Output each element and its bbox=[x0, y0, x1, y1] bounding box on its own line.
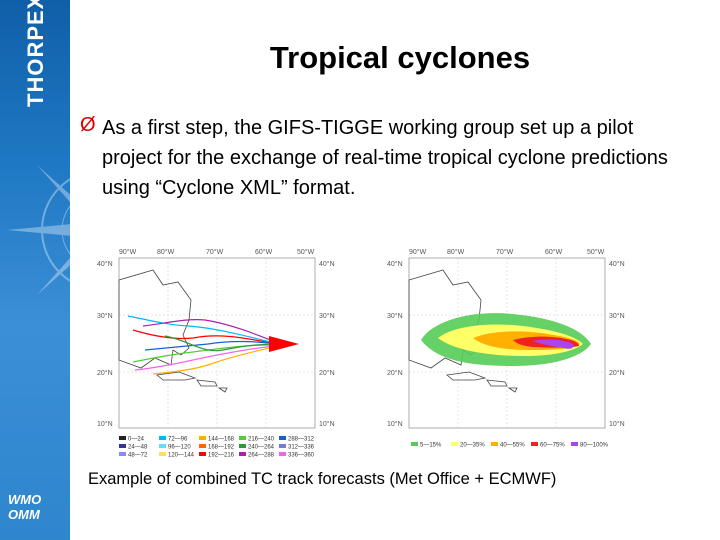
right-legend-label: 60—75% bbox=[540, 443, 565, 449]
left-legend-swatch bbox=[239, 452, 246, 456]
left-map-track-origin bbox=[269, 336, 299, 352]
left-legend-swatch bbox=[119, 444, 126, 448]
left-legend-label: 96—120 bbox=[168, 445, 191, 451]
arrow-bullet-icon: Ø bbox=[80, 114, 96, 136]
track-line bbox=[144, 340, 284, 351]
right-legend-swatch bbox=[531, 442, 538, 446]
right-legend-label: 80—100% bbox=[580, 443, 609, 449]
left-map-lon-label: 60°W bbox=[255, 248, 273, 256]
left-map-lat-label: 20°N bbox=[319, 369, 335, 377]
right-legend-swatch bbox=[571, 442, 578, 446]
bullet-text: As a first step, the GIFS-TIGGE working … bbox=[102, 117, 668, 199]
track-line bbox=[127, 315, 284, 346]
right-legend-swatch bbox=[451, 442, 458, 446]
bullet-item: Ø As a first step, the GIFS-TIGGE workin… bbox=[80, 113, 690, 203]
left-legend-swatch bbox=[159, 444, 166, 448]
sidebar-banner: THORPEX WMO OMM bbox=[0, 0, 70, 540]
right-map-lat-label: 10°N bbox=[387, 420, 403, 428]
left-legend-swatch bbox=[199, 444, 206, 448]
left-legend-label: 240—264 bbox=[248, 445, 275, 451]
right-map-lat-label: 20°N bbox=[387, 369, 403, 377]
left-legend-swatch bbox=[239, 444, 246, 448]
left-map-lat-label: 10°N bbox=[319, 420, 335, 428]
left-legend-swatch bbox=[239, 436, 246, 440]
left-legend-label: 264—288 bbox=[248, 453, 275, 459]
right-map-lon-label: 90°W bbox=[409, 248, 427, 256]
left-legend-swatch bbox=[159, 452, 166, 456]
left-map-lon-label: 50°W bbox=[297, 248, 315, 256]
left-legend-swatch bbox=[159, 436, 166, 440]
left-map-islands bbox=[156, 371, 228, 393]
left-legend-label: 192—216 bbox=[208, 453, 235, 459]
left-legend-label: 288—312 bbox=[288, 437, 315, 443]
wmo-logo-line1: WMO bbox=[8, 492, 42, 507]
right-map-lon-label: 70°W bbox=[496, 248, 514, 256]
left-map-coastline bbox=[118, 269, 192, 369]
left-map-lat-label: 10°N bbox=[97, 420, 113, 428]
figure-caption: Example of combined TC track forecasts (… bbox=[88, 470, 557, 488]
right-map-lat-label: 20°N bbox=[609, 369, 625, 377]
left-legend-label: 72—96 bbox=[168, 437, 188, 443]
right-map-lon-label: 80°W bbox=[447, 248, 465, 256]
right-map-lat-label: 10°N bbox=[609, 420, 625, 428]
compass-rose-icon bbox=[7, 165, 70, 295]
right-map-legend: 5—15% 20—35% 40—55% 60—75% 80—100% bbox=[411, 442, 609, 449]
left-map-lat-label: 40°N bbox=[319, 260, 335, 268]
track-line bbox=[142, 319, 284, 346]
strike-probability-shading bbox=[421, 313, 591, 366]
right-map: 90°W 80°W 70°W 60°W 50°W 40°N 30°N 20°N … bbox=[387, 248, 625, 429]
wmo-logo: WMO OMM bbox=[8, 492, 41, 522]
left-map-lat-label: 30°N bbox=[319, 312, 335, 320]
right-legend-swatch bbox=[491, 442, 498, 446]
left-map-lat-label: 40°N bbox=[97, 260, 113, 268]
left-map-lat-label: 30°N bbox=[97, 312, 113, 320]
left-legend-swatch bbox=[199, 436, 206, 440]
left-legend-label: 120—144 bbox=[168, 453, 195, 459]
left-legend-label: 312—336 bbox=[288, 445, 315, 451]
right-legend-swatch bbox=[411, 442, 418, 446]
track-line bbox=[134, 344, 284, 371]
left-legend-swatch bbox=[279, 444, 286, 448]
right-map-lon-label: 60°W bbox=[545, 248, 563, 256]
left-legend-swatch bbox=[119, 452, 126, 456]
right-map-lat-label: 40°N bbox=[387, 260, 403, 268]
right-legend-label: 20—35% bbox=[460, 443, 485, 449]
track-forecast-maps: 90°W 80°W 70°W 60°W 50°W 40°N 30°N 20°N … bbox=[93, 240, 633, 460]
left-legend-swatch bbox=[279, 436, 286, 440]
left-legend-swatch bbox=[119, 436, 126, 440]
track-line bbox=[132, 329, 284, 346]
track-line bbox=[164, 335, 284, 352]
left-legend-swatch bbox=[199, 452, 206, 456]
left-legend-label: 48—72 bbox=[128, 453, 148, 459]
right-map-lat-label: 40°N bbox=[609, 260, 625, 268]
right-legend-label: 5—15% bbox=[420, 443, 442, 449]
left-map-lat-label: 20°N bbox=[97, 369, 113, 377]
right-map-lat-label: 30°N bbox=[387, 312, 403, 320]
left-map-tracks bbox=[127, 315, 284, 375]
left-map-lon-label: 90°W bbox=[119, 248, 137, 256]
thorpex-logo: THORPEX bbox=[23, 0, 48, 107]
left-legend-label: 216—240 bbox=[248, 437, 275, 443]
left-map-legend: 0—24 72—96 144—168 216—240 288—312 24—48 96—12… bbox=[119, 436, 315, 459]
left-map: 90°W 80°W 70°W 60°W 50°W 40°N 30°N 20°N … bbox=[97, 248, 335, 429]
left-legend-swatch bbox=[279, 452, 286, 456]
prob-band-80-100 bbox=[533, 339, 574, 349]
right-map-lon-label: 50°W bbox=[587, 248, 605, 256]
right-map-lat-label: 30°N bbox=[609, 312, 625, 320]
wmo-logo-line2: OMM bbox=[8, 507, 40, 522]
left-legend-label: 0—24 bbox=[128, 437, 145, 443]
right-legend-label: 40—55% bbox=[500, 443, 525, 449]
left-legend-label: 24—48 bbox=[128, 445, 148, 451]
track-line bbox=[152, 344, 284, 375]
maps-figure: 90°W 80°W 70°W 60°W 50°W 40°N 30°N 20°N … bbox=[97, 248, 625, 459]
left-legend-label: 336—360 bbox=[288, 453, 315, 459]
slide-title: Tropical cyclones bbox=[269, 40, 531, 75]
left-map-lon-label: 70°W bbox=[206, 248, 224, 256]
left-legend-label: 168—192 bbox=[208, 445, 235, 451]
right-map-islands bbox=[446, 371, 518, 393]
left-legend-label: 144—168 bbox=[208, 437, 235, 443]
left-map-lon-label: 80°W bbox=[157, 248, 175, 256]
